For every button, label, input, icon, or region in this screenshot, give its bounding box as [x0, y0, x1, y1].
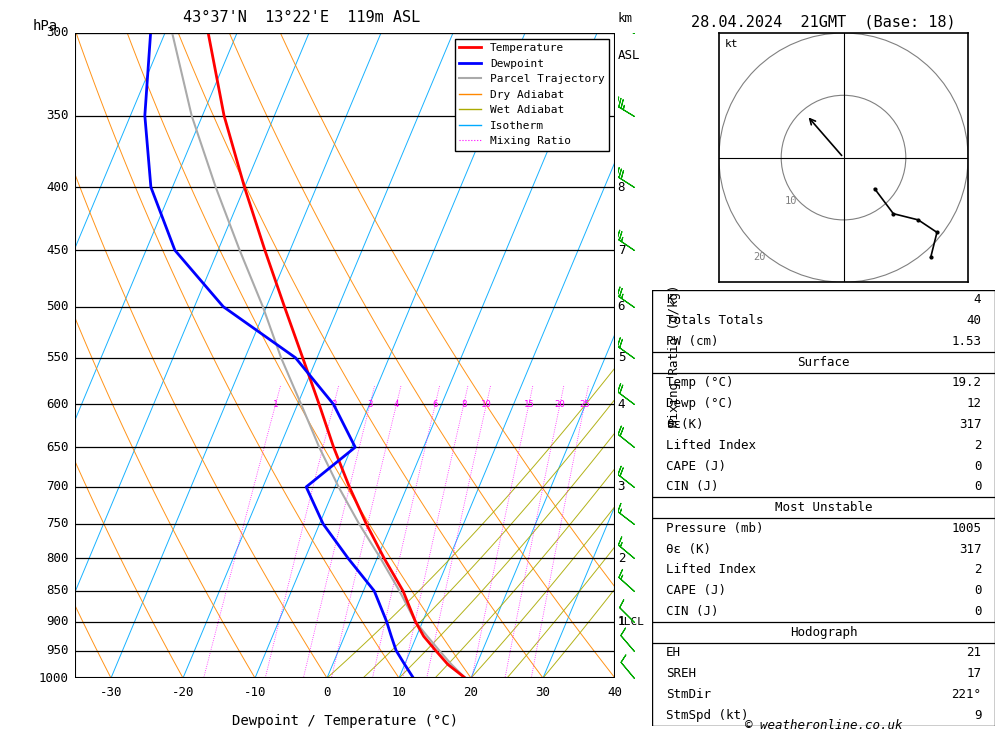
Text: Totals Totals: Totals Totals [666, 314, 763, 327]
Text: 10: 10 [481, 399, 492, 409]
Text: 2: 2 [974, 439, 981, 452]
Text: 1: 1 [618, 615, 625, 628]
Text: 900: 900 [46, 615, 69, 628]
Text: 950: 950 [46, 644, 69, 657]
Text: Pressure (mb): Pressure (mb) [666, 522, 763, 535]
Text: 550: 550 [46, 351, 69, 364]
Text: 500: 500 [46, 301, 69, 313]
Text: hPa: hPa [33, 19, 58, 33]
Text: 600: 600 [46, 398, 69, 410]
Text: 8: 8 [461, 399, 466, 409]
Text: 800: 800 [46, 552, 69, 565]
Text: 28.04.2024  21GMT  (Base: 18): 28.04.2024 21GMT (Base: 18) [691, 15, 956, 29]
Text: 400: 400 [46, 180, 69, 194]
Text: 2: 2 [974, 564, 981, 576]
Text: Temp (°C): Temp (°C) [666, 377, 733, 389]
Text: 12: 12 [966, 397, 981, 410]
Text: Lifted Index: Lifted Index [666, 439, 756, 452]
Text: 4: 4 [974, 293, 981, 306]
Text: EH: EH [666, 647, 681, 660]
Text: 1: 1 [273, 399, 278, 409]
Text: K: K [666, 293, 673, 306]
Text: 1.53: 1.53 [951, 335, 981, 348]
Text: 2: 2 [331, 399, 337, 409]
Text: PW (cm): PW (cm) [666, 335, 718, 348]
Text: 1LCL: 1LCL [618, 616, 645, 627]
Text: 19.2: 19.2 [951, 377, 981, 389]
Text: © weatheronline.co.uk: © weatheronline.co.uk [745, 718, 902, 732]
Text: 20: 20 [464, 686, 479, 699]
Text: 10: 10 [392, 686, 406, 699]
Text: 700: 700 [46, 480, 69, 493]
Text: 6: 6 [433, 399, 438, 409]
Text: 850: 850 [46, 584, 69, 597]
Text: CIN (J): CIN (J) [666, 480, 718, 493]
Text: 20: 20 [555, 399, 565, 409]
Text: km: km [618, 12, 633, 25]
Text: CAPE (J): CAPE (J) [666, 584, 726, 597]
Text: ASL: ASL [618, 49, 640, 62]
Text: 9: 9 [974, 709, 981, 722]
Text: 1000: 1000 [39, 671, 69, 685]
Text: 30: 30 [536, 686, 550, 699]
Text: 0: 0 [323, 686, 331, 699]
Text: 350: 350 [46, 109, 69, 122]
Text: 15: 15 [523, 399, 534, 409]
Text: 1005: 1005 [951, 522, 981, 535]
Text: 10: 10 [784, 196, 797, 206]
Legend: Temperature, Dewpoint, Parcel Trajectory, Dry Adiabat, Wet Adiabat, Isotherm, Mi: Temperature, Dewpoint, Parcel Trajectory… [455, 39, 609, 151]
Text: kt: kt [725, 39, 739, 49]
Text: Lifted Index: Lifted Index [666, 564, 756, 576]
Text: 21: 21 [966, 647, 981, 660]
Text: SREH: SREH [666, 667, 696, 680]
Text: -30: -30 [100, 686, 122, 699]
Text: 6: 6 [618, 301, 625, 313]
Text: 25: 25 [579, 399, 590, 409]
Text: 0: 0 [974, 584, 981, 597]
Text: CIN (J): CIN (J) [666, 605, 718, 618]
Text: Mixing Ratio (g/kg): Mixing Ratio (g/kg) [668, 284, 681, 427]
Text: 650: 650 [46, 441, 69, 454]
Text: 3: 3 [618, 480, 625, 493]
Text: 0: 0 [974, 460, 981, 473]
Text: 0: 0 [974, 480, 981, 493]
Text: θε (K): θε (K) [666, 542, 711, 556]
Text: Dewp (°C): Dewp (°C) [666, 397, 733, 410]
Text: 2: 2 [618, 552, 625, 565]
Text: 450: 450 [46, 243, 69, 257]
Text: 300: 300 [46, 26, 69, 40]
Text: Most Unstable: Most Unstable [775, 501, 872, 514]
Text: 43°37'N  13°22'E  119m ASL: 43°37'N 13°22'E 119m ASL [183, 10, 420, 25]
Text: Surface: Surface [797, 356, 850, 369]
Text: StmSpd (kt): StmSpd (kt) [666, 709, 748, 722]
Text: 20: 20 [753, 252, 766, 262]
Text: 5: 5 [618, 351, 625, 364]
Text: 7: 7 [618, 243, 625, 257]
Text: 317: 317 [959, 542, 981, 556]
Text: 40: 40 [608, 686, 622, 699]
Text: -10: -10 [244, 686, 266, 699]
Text: -20: -20 [172, 686, 194, 699]
Text: 221°: 221° [951, 688, 981, 701]
Text: Hodograph: Hodograph [790, 626, 857, 638]
Text: CAPE (J): CAPE (J) [666, 460, 726, 473]
Text: StmDir: StmDir [666, 688, 711, 701]
Text: 0: 0 [974, 605, 981, 618]
Text: θε(K): θε(K) [666, 418, 703, 431]
Text: 17: 17 [966, 667, 981, 680]
Text: 8: 8 [618, 180, 625, 194]
Text: 750: 750 [46, 517, 69, 531]
Text: 3: 3 [367, 399, 373, 409]
Text: 40: 40 [966, 314, 981, 327]
Text: 4: 4 [394, 399, 399, 409]
Text: Dewpoint / Temperature (°C): Dewpoint / Temperature (°C) [232, 713, 458, 727]
Text: 4: 4 [618, 398, 625, 410]
Text: 317: 317 [959, 418, 981, 431]
